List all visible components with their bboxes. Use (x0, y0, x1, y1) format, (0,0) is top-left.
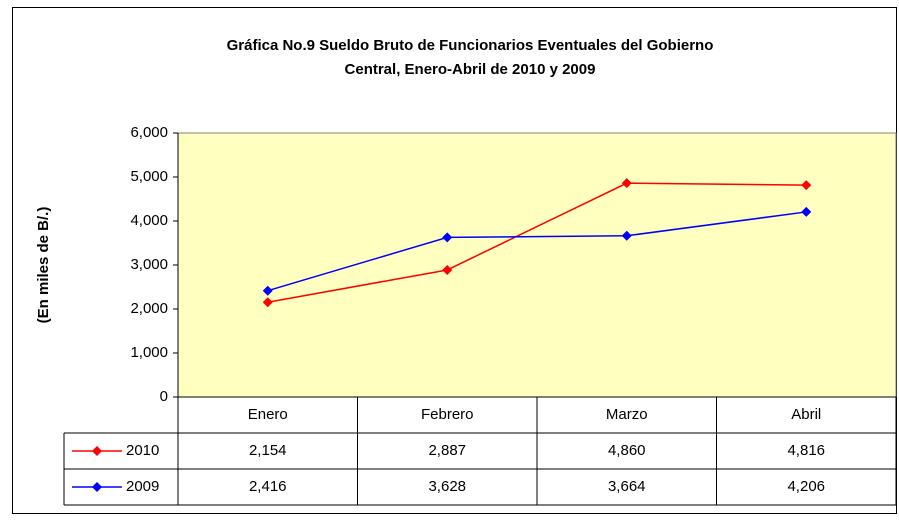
table-value: 2,416 (249, 478, 287, 495)
chart-title: Gráfica No.9 Sueldo Bruto de Funcionario… (227, 37, 714, 54)
legend-marker (92, 482, 102, 492)
y-tick-label: 0 (160, 388, 168, 405)
series-line (267, 211, 807, 292)
table-value: 4,860 (608, 442, 646, 459)
table-value: 3,664 (608, 478, 646, 495)
data-point (621, 178, 632, 189)
legend-marker (92, 446, 102, 456)
x-tick-label: Enero (248, 406, 288, 423)
data-point (262, 285, 273, 296)
table-value: 3,628 (428, 478, 466, 495)
data-point (262, 297, 273, 308)
y-tick-label: 3,000 (130, 256, 168, 273)
data-point (442, 264, 453, 275)
y-tick-label: 6,000 (130, 124, 168, 141)
table-value: 4,816 (787, 442, 825, 459)
data-point (801, 180, 812, 191)
table-value: 2,154 (249, 442, 287, 459)
plot-area (177, 132, 897, 398)
data-point (621, 230, 632, 241)
x-tick-label: Febrero (421, 406, 474, 423)
table-value: 2,887 (428, 442, 466, 459)
data-point (801, 206, 812, 217)
x-tick-label: Abril (791, 406, 821, 423)
chart-title: Central, Enero-Abril de 2010 y 2009 (345, 61, 596, 78)
data-point (442, 232, 453, 243)
legend-label: 2009 (126, 478, 159, 495)
series-line (267, 182, 807, 303)
y-tick-label: 5,000 (130, 168, 168, 185)
y-axis-title: (En miles de B/.) (35, 207, 52, 324)
table-value: 4,206 (787, 478, 825, 495)
y-tick-label: 4,000 (130, 212, 168, 229)
legend-label: 2010 (126, 442, 159, 459)
x-tick-label: Marzo (606, 406, 648, 423)
y-tick-label: 1,000 (130, 344, 168, 361)
y-tick-label: 2,000 (130, 300, 168, 317)
